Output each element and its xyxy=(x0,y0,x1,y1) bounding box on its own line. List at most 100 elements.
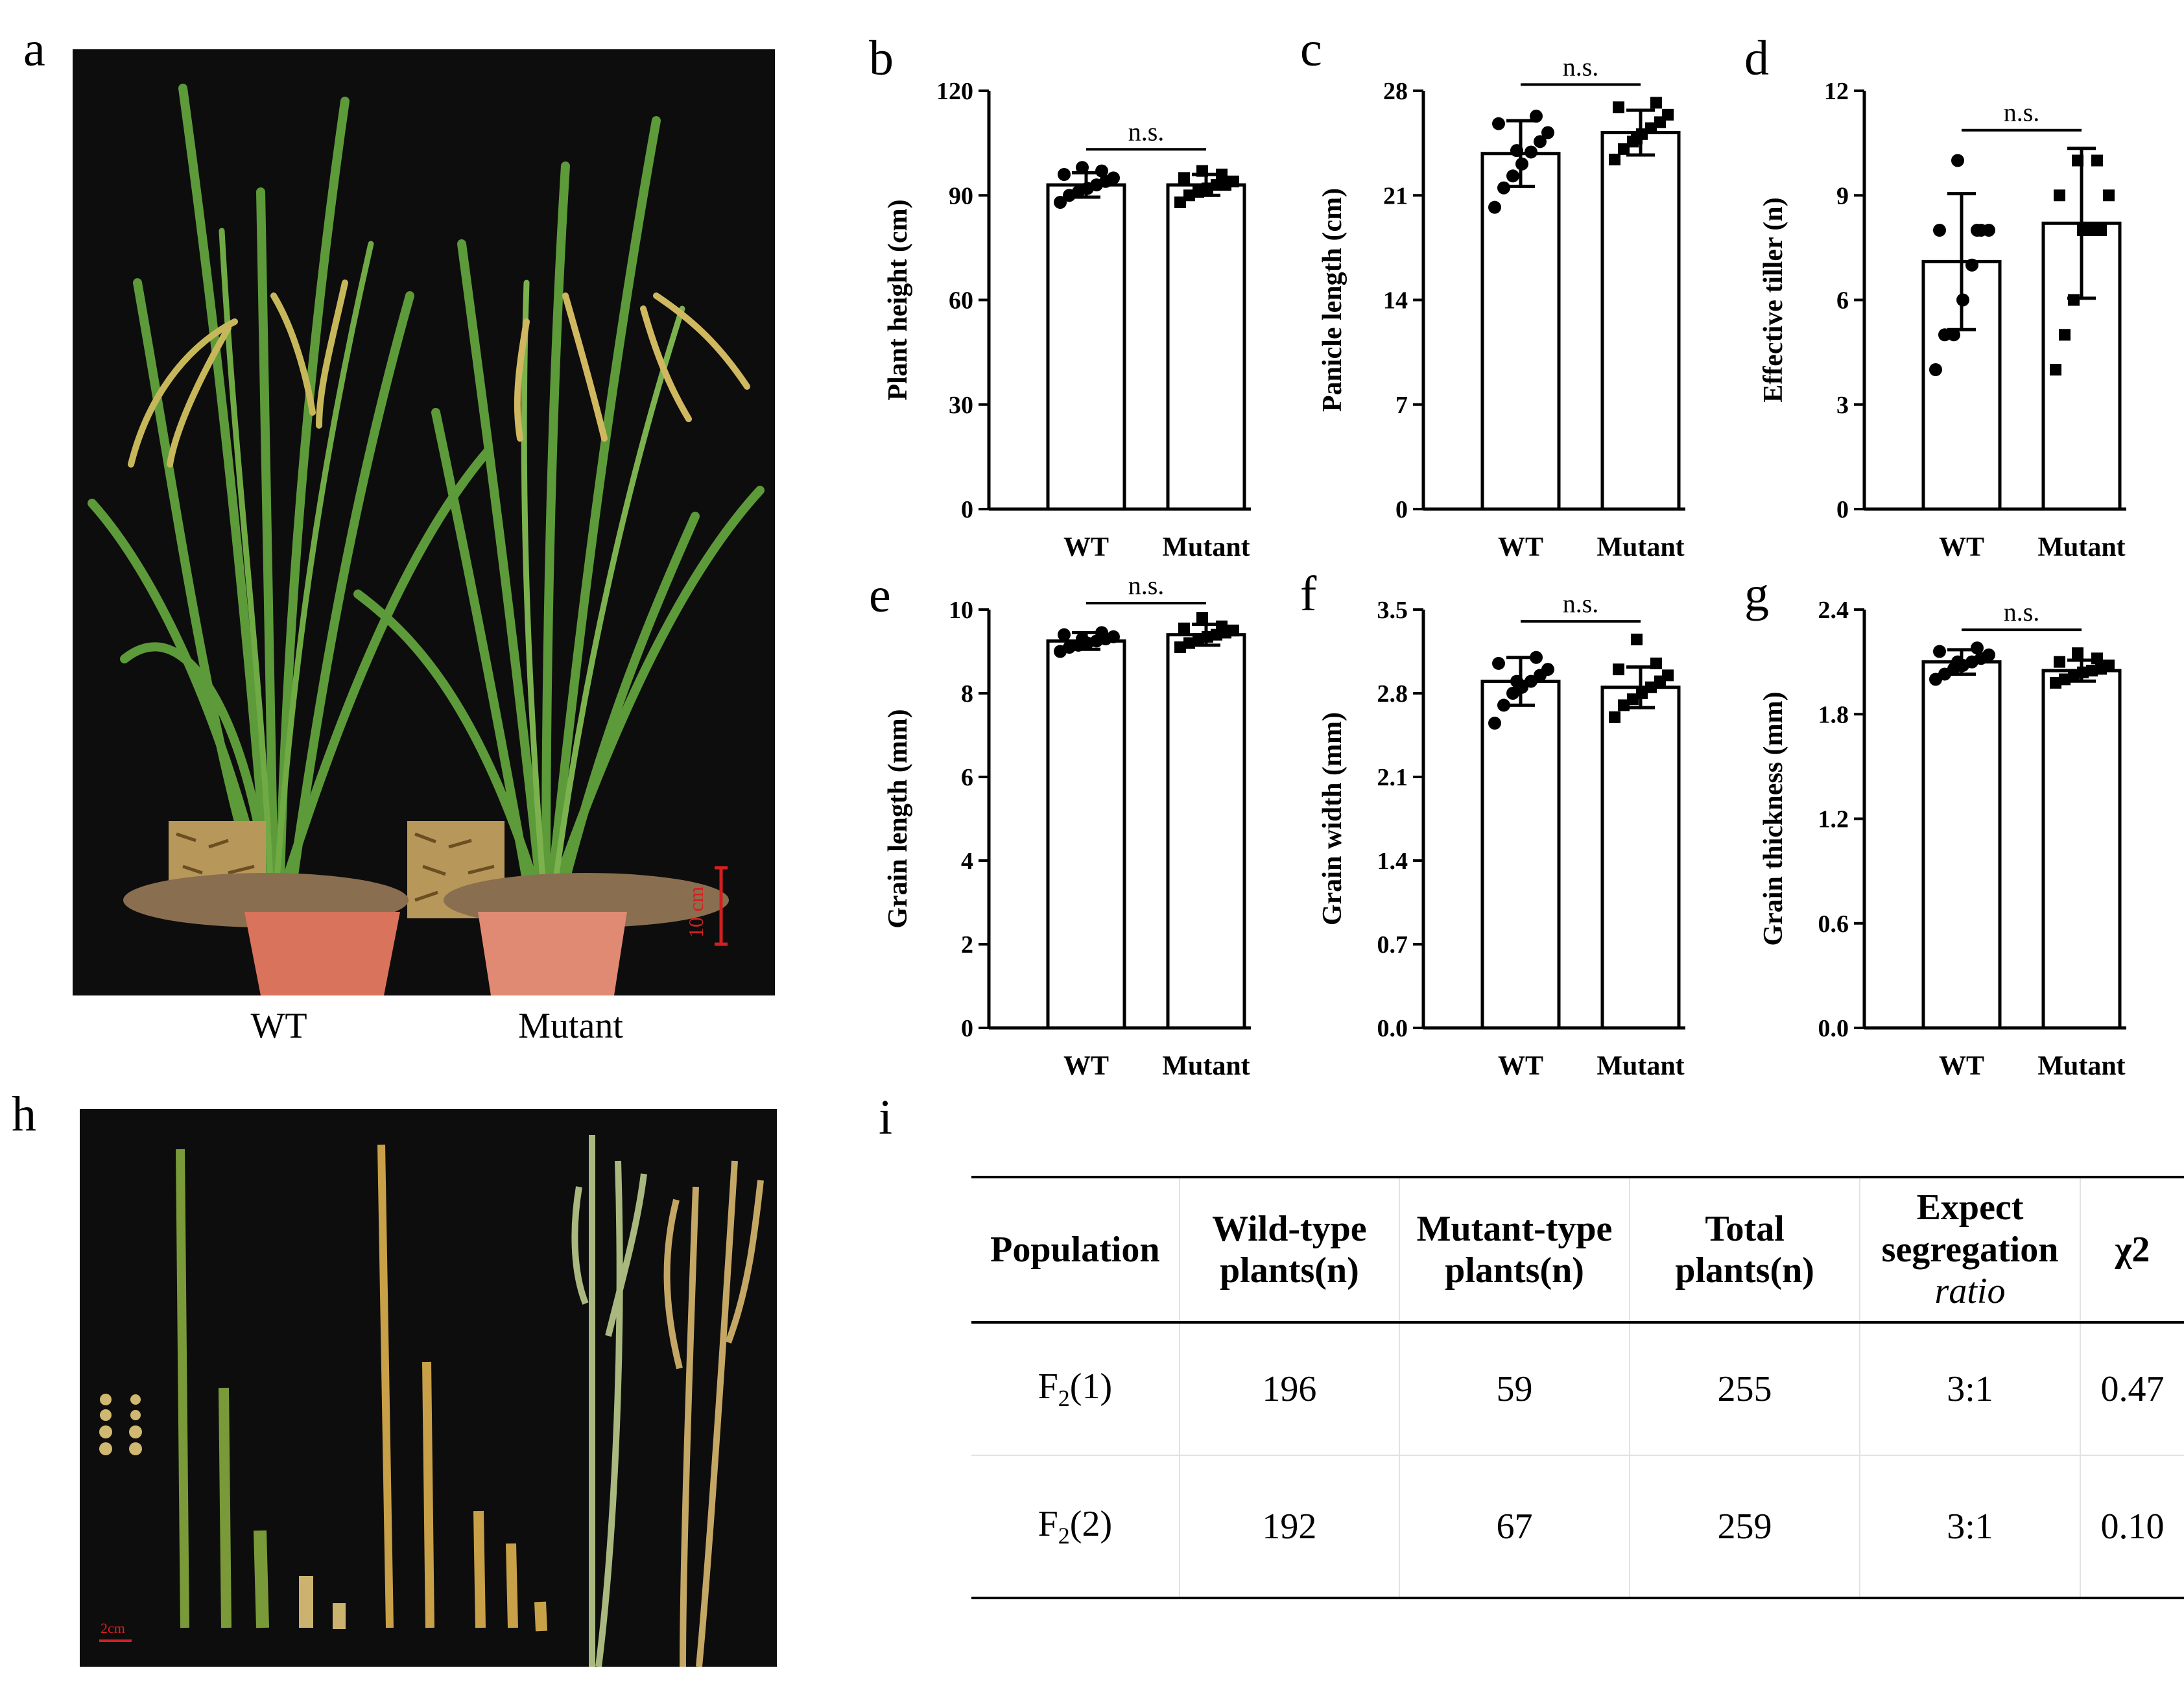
data-point xyxy=(1515,157,1528,171)
data-point xyxy=(1058,168,1071,181)
data-point xyxy=(1627,693,1639,706)
data-point xyxy=(2072,647,2083,660)
wt-pot xyxy=(244,912,400,995)
y-tick-label: 10 xyxy=(949,597,973,624)
y-tick-label: 7 xyxy=(1395,392,1408,419)
data-point xyxy=(2054,656,2065,668)
data-point xyxy=(1174,641,1186,654)
y-tick-label: 0 xyxy=(1836,496,1849,523)
bar-wt xyxy=(1921,660,2002,1030)
data-point xyxy=(1095,164,1108,178)
data-point xyxy=(1541,663,1554,676)
data-point xyxy=(1178,172,1190,184)
data-point xyxy=(1938,328,1951,342)
grain-dots xyxy=(99,1394,142,1455)
data-point xyxy=(1609,711,1620,723)
y-tick-label: 2 xyxy=(961,931,973,959)
significance-label: n.s. xyxy=(2004,98,2040,127)
cell-total: 255 xyxy=(1629,1322,1860,1455)
data-point xyxy=(2086,665,2098,677)
bar-mutant xyxy=(1600,685,1681,1030)
header-chi2: χ2 xyxy=(2079,1177,2184,1322)
data-point xyxy=(1971,224,1984,237)
y-tick-label: 28 xyxy=(1383,78,1408,105)
cell-total: 259 xyxy=(1629,1455,1860,1598)
significance-label: n.s. xyxy=(1128,117,1165,146)
mutant-stems xyxy=(377,1144,547,1632)
data-point xyxy=(1618,699,1630,711)
data-point xyxy=(2072,154,2083,167)
y-tick-label: 120 xyxy=(936,78,973,105)
y-tick-label: 9 xyxy=(1836,182,1849,209)
data-point xyxy=(1506,169,1519,183)
significance-label: n.s. xyxy=(1128,580,1165,600)
data-point xyxy=(2103,189,2115,202)
y-tick-label: 0.0 xyxy=(1377,1015,1408,1042)
y-tick-label: 0.7 xyxy=(1377,931,1408,959)
mutant-plant-leaves xyxy=(353,116,765,884)
data-point xyxy=(1211,179,1222,191)
data-point xyxy=(2050,364,2061,375)
y-tick-label: 2.1 xyxy=(1377,764,1408,791)
panel-letter-e: e xyxy=(869,568,891,623)
bar-wt xyxy=(1921,259,2002,511)
data-point xyxy=(1530,110,1543,123)
bar-mutant xyxy=(2041,669,2122,1030)
header-wild-type: Wild-type plants(n) xyxy=(1178,1177,1400,1322)
data-point xyxy=(1193,633,1204,645)
data-point xyxy=(1076,161,1089,174)
data-point xyxy=(1645,681,1657,693)
y-axis-label: Panicle length (cm) xyxy=(1318,188,1347,412)
data-point xyxy=(1618,143,1630,155)
data-point xyxy=(1631,132,1643,145)
chart-grain-thickness: Grain thickness (mm) 0.0 0.6 1.2 1.8 2.4 WT Mut… xyxy=(1759,597,2126,1081)
wt-panicles xyxy=(128,280,348,468)
data-point xyxy=(1216,169,1228,180)
data-point xyxy=(1054,196,1067,209)
data-point xyxy=(1525,145,1537,159)
y-tick-label: 8 xyxy=(961,680,973,708)
data-point xyxy=(1183,189,1195,202)
scale-label-a: 10 cm xyxy=(684,887,707,938)
x-tick-label: WT xyxy=(1063,1051,1109,1081)
data-point xyxy=(1933,224,1946,237)
data-point xyxy=(1510,144,1523,158)
data-point xyxy=(1650,657,1662,669)
data-point xyxy=(2077,224,2089,236)
bar-mutant xyxy=(1166,183,1246,511)
x-tick-label: WT xyxy=(1498,532,1543,562)
cell-wild: 192 xyxy=(1178,1455,1400,1598)
segregation-table: Population Wild-type plants(n) Mutant-typ… xyxy=(971,1176,2184,1599)
significance-label: n.s. xyxy=(2004,597,2040,626)
y-tick-label: 6 xyxy=(961,764,973,791)
panel-letter-d: d xyxy=(1744,31,1769,86)
data-point xyxy=(1951,154,1964,167)
table-row: F2(1) 196 59 255 3:1 0.47 xyxy=(971,1322,2184,1455)
y-tick-label: 4 xyxy=(961,848,973,875)
cell-population: F2(1) xyxy=(1038,1366,1113,1412)
y-tick-label: 30 xyxy=(949,392,973,419)
data-point xyxy=(1982,224,1995,237)
data-point xyxy=(1228,175,1239,187)
data-point xyxy=(1510,674,1523,688)
data-point xyxy=(2068,670,2080,682)
data-point xyxy=(1636,687,1648,699)
bar-wt xyxy=(1046,639,1126,1030)
data-point xyxy=(2103,660,2115,671)
table-header-row: Population Wild-type plants(n) Mutant-typ… xyxy=(971,1177,2184,1322)
panel-letter-g: g xyxy=(1744,567,1769,621)
bar-mutant xyxy=(1600,131,1681,511)
panel-letter-c: c xyxy=(1300,22,1322,77)
cell-chi2: 0.10 xyxy=(2079,1455,2184,1598)
chart-grain-length: Grain length (mm) 0 2 4 6 8 10 WT Mutant n.s. xyxy=(883,580,1251,1081)
y-axis-label: Grain width (mm) xyxy=(1318,712,1347,925)
data-point xyxy=(1613,663,1624,676)
y-tick-label: 0 xyxy=(961,1015,973,1042)
data-point xyxy=(1492,117,1505,130)
header-total: Total plants(n) xyxy=(1629,1177,1860,1322)
chart-grain-width: Grain width (mm) 0.0 0.7 1.4 2.1 2.8 3.5 WT Muta… xyxy=(1318,589,1685,1081)
x-tick-label: Mutant xyxy=(1596,1051,1684,1081)
y-tick-label: 2.4 xyxy=(1818,597,1849,624)
data-point xyxy=(1107,630,1120,643)
data-point xyxy=(1196,612,1208,624)
